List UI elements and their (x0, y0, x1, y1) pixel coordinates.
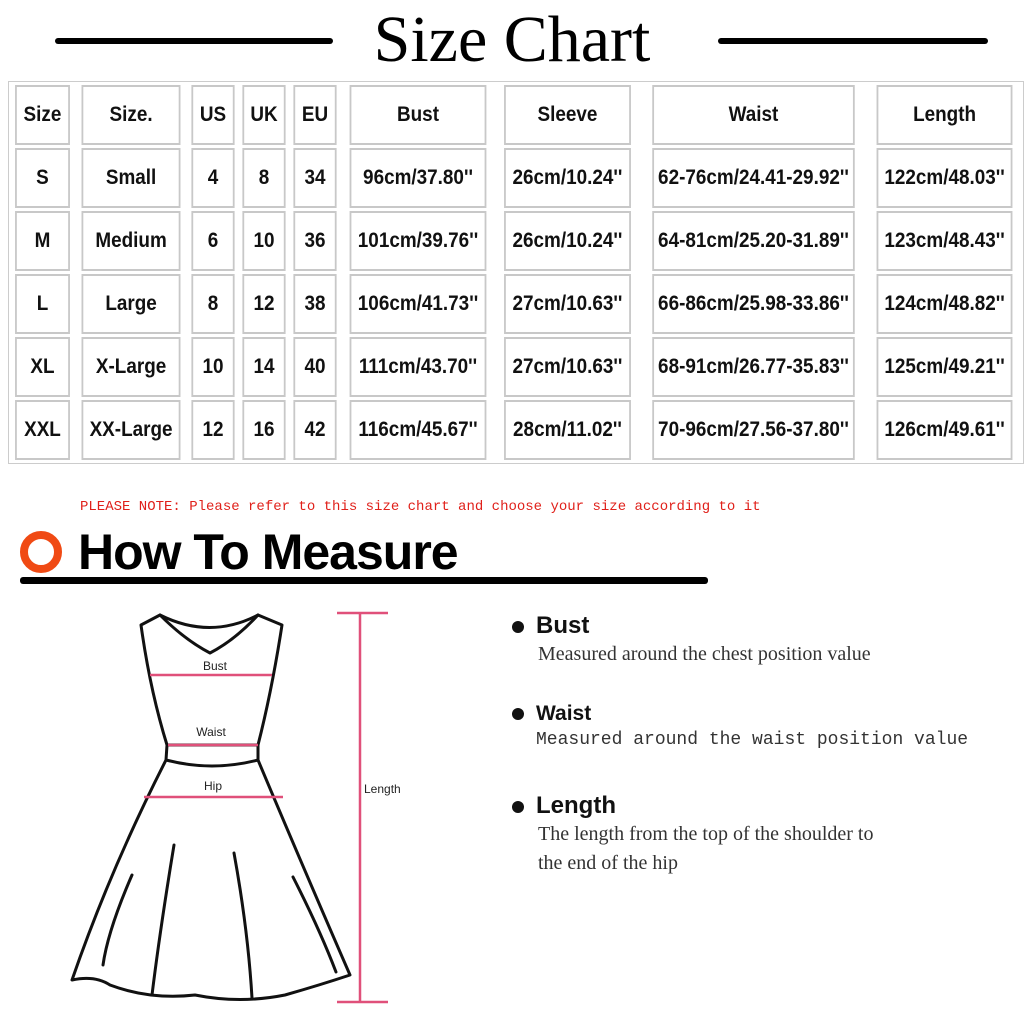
table-cell: 10 (242, 211, 286, 271)
table-cell: 126cm/49.61'' (876, 400, 1013, 460)
table-cell: Waist (652, 85, 855, 145)
table-cell: 14 (242, 337, 286, 397)
table-cell: 36 (293, 211, 337, 271)
table-cell: 26cm/10.24'' (504, 211, 631, 271)
table-cell: 96cm/37.80'' (349, 148, 487, 208)
table-row: S Small 4 8 34 96cm/37.80'' 26cm/10.24'' 62-76c… (12, 148, 1020, 208)
table-row: XXL XX-Large 12 16 42 116cm/45.67'' 28cm/11.02… (12, 400, 1020, 460)
table-cell: 111cm/43.70'' (349, 337, 487, 397)
table-cell: UK (242, 85, 286, 145)
table-cell: 10 (191, 337, 235, 397)
table-cell: 70-96cm/27.56-37.80'' (652, 400, 855, 460)
table-cell: 6 (191, 211, 235, 271)
table-cell: 101cm/39.76'' (349, 211, 487, 271)
please-note: PLEASE NOTE: Please refer to this size c… (80, 499, 761, 515)
bullet-icon (512, 620, 524, 633)
table-cell: 27cm/10.63'' (504, 274, 631, 334)
waist-label: Waist (196, 725, 226, 739)
table-cell: 124cm/48.82'' (876, 274, 1013, 334)
table-cell: XX-Large (81, 400, 181, 460)
dress-skirt (70, 758, 352, 1001)
section-rule (20, 577, 708, 584)
table-cell: 106cm/41.73'' (349, 274, 487, 334)
title-rule-right (718, 38, 988, 44)
bust-label: Bust (203, 659, 228, 673)
dress-waistband (164, 743, 260, 768)
bullet-icon (512, 708, 524, 721)
table-cell: Size (15, 85, 70, 145)
table-cell: X-Large (81, 337, 181, 397)
table-header-row: Size Size. US UK EU Bust Sleeve Waist Length (12, 85, 1020, 145)
table-cell: Length (876, 85, 1013, 145)
table-cell: 123cm/48.43'' (876, 211, 1013, 271)
table-row: L Large 8 12 38 106cm/41.73'' 27cm/10.63'' 66-8… (12, 274, 1020, 334)
bullet-icon (512, 800, 524, 813)
measure-item-waist: Waist Measured around the waist position… (512, 702, 968, 755)
table-cell: Size. (81, 85, 181, 145)
title-rule-left (55, 38, 333, 44)
table-cell: 38 (293, 274, 337, 334)
table-cell: 42 (293, 400, 337, 460)
table-cell: 68-91cm/26.77-35.83'' (652, 337, 855, 397)
table-cell: EU (293, 85, 337, 145)
length-label: Length (364, 782, 401, 796)
table-cell: Sleeve (504, 85, 631, 145)
circle-bullet-icon (20, 531, 62, 573)
dress-bodice (139, 613, 284, 747)
table-cell: S (15, 148, 70, 208)
table-cell: 28cm/11.02'' (504, 400, 631, 460)
table-cell: L (15, 274, 70, 334)
table-cell: 8 (242, 148, 286, 208)
table-row: M Medium 6 10 36 101cm/39.76'' 26cm/10.24'' 64-… (12, 211, 1020, 271)
table-cell: XL (15, 337, 70, 397)
table-cell: Small (81, 148, 181, 208)
table-row: XL X-Large 10 14 40 111cm/43.70'' 27cm/10.63''… (12, 337, 1020, 397)
table-cell: 34 (293, 148, 337, 208)
table-cell: 27cm/10.63'' (504, 337, 631, 397)
table-cell: 40 (293, 337, 337, 397)
table-cell: M (15, 211, 70, 271)
table-cell: 64-81cm/25.20-31.89'' (652, 211, 855, 271)
table-cell: 8 (191, 274, 235, 334)
table-cell: 26cm/10.24'' (504, 148, 631, 208)
table-cell: 116cm/45.67'' (349, 400, 487, 460)
dress-neckline (158, 613, 260, 655)
table-cell: 125cm/49.21'' (876, 337, 1013, 397)
measure-item-bust: Bust Measured around the chest position … (512, 612, 871, 669)
table-cell: Medium (81, 211, 181, 271)
table-cell: 12 (191, 400, 235, 460)
table-cell: 122cm/48.03'' (876, 148, 1013, 208)
table-cell: 12 (242, 274, 286, 334)
hip-label: Hip (204, 779, 222, 793)
table-cell: Large (81, 274, 181, 334)
table-cell: XXL (15, 400, 70, 460)
size-table: Size Size. US UK EU Bust Sleeve Waist Length S Sma… (8, 81, 1024, 464)
how-to-measure-title: How To Measure (78, 524, 459, 580)
table-cell: 66-86cm/25.98-33.86'' (652, 274, 855, 334)
table-cell: 62-76cm/24.41-29.92'' (652, 148, 855, 208)
table-cell: 16 (242, 400, 286, 460)
table-cell: Bust (349, 85, 487, 145)
table-cell: 4 (191, 148, 235, 208)
table-cell: US (191, 85, 235, 145)
measure-item-length: Length The length from the top of the sh… (512, 792, 873, 878)
page-title: Size Chart (373, 3, 651, 76)
